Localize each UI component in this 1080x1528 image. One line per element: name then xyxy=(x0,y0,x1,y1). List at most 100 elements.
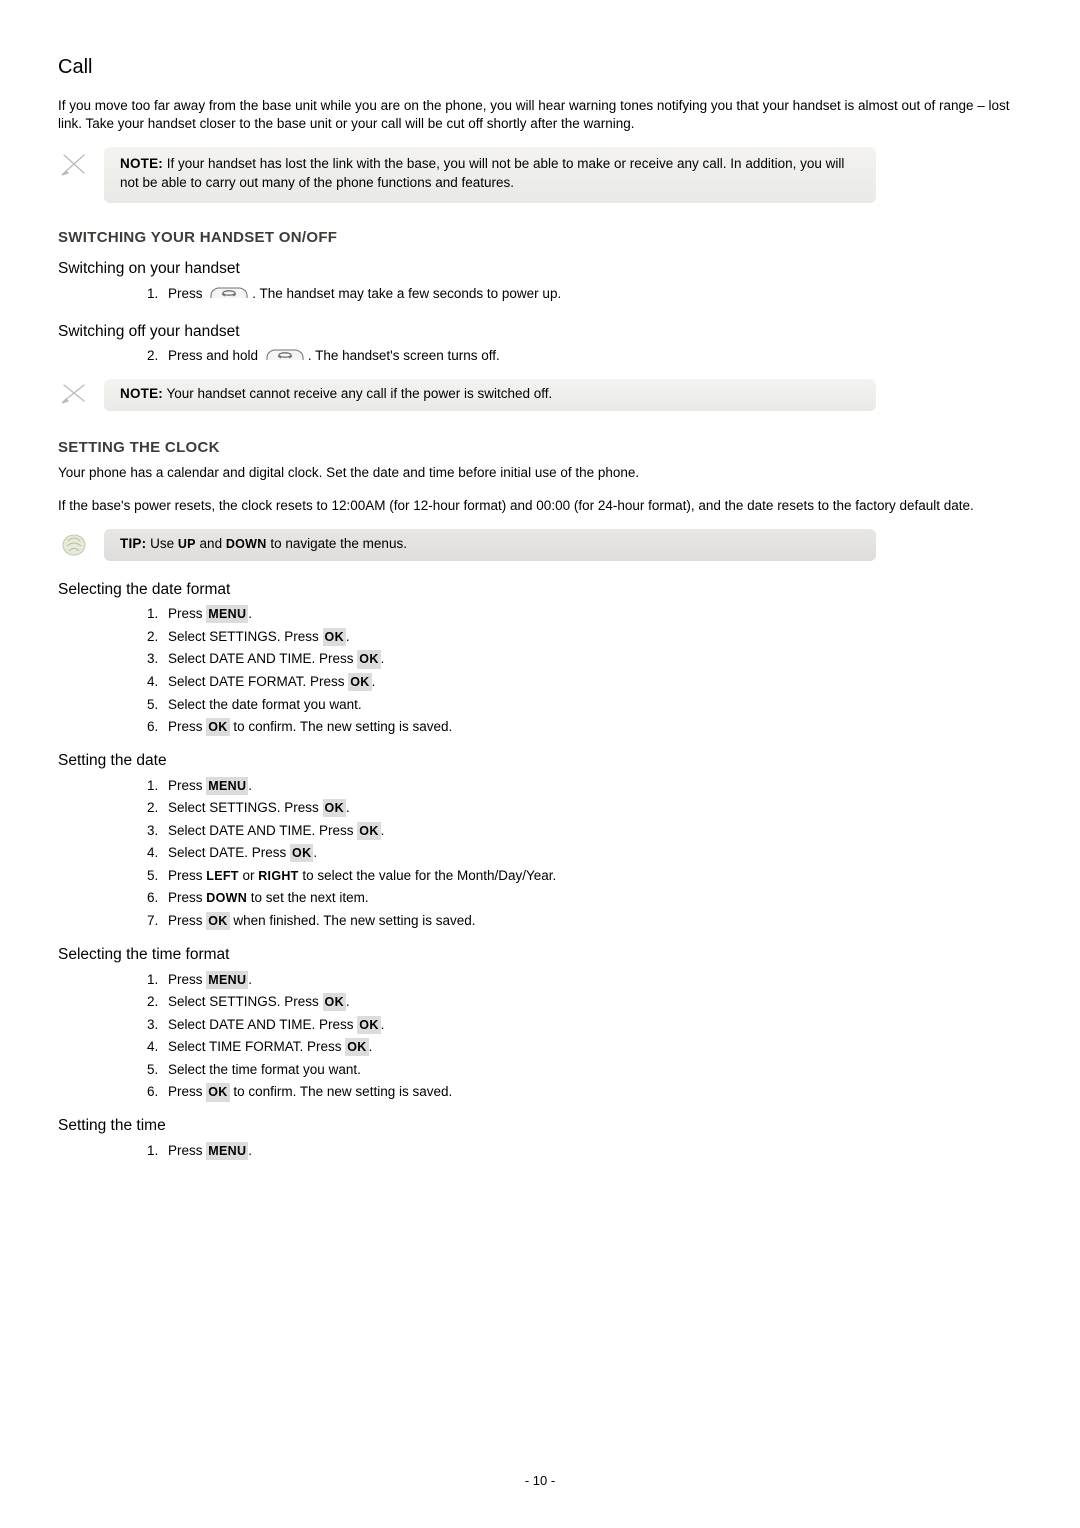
step-text: . The handset's screen turns off. xyxy=(308,348,500,363)
tip-box: TIP: Use UP and DOWN to navigate the men… xyxy=(104,529,876,561)
step-text: . xyxy=(381,1017,385,1032)
set-time-steps: Press MENU. xyxy=(58,1139,1022,1162)
end-key-icon xyxy=(208,284,250,308)
step-text: to confirm. The new setting is saved. xyxy=(230,719,453,734)
step-text: Select the time format you want. xyxy=(168,1062,361,1077)
step-text: Select DATE AND TIME. Press xyxy=(168,1017,357,1032)
ok-key: OK xyxy=(323,799,346,817)
step-text: . xyxy=(248,606,252,621)
set-date-steps: Press MENU. Select SETTINGS. Press OK. S… xyxy=(58,774,1022,932)
sub-date-format: Selecting the date format xyxy=(58,581,1022,599)
step-text: when finished. The new setting is saved. xyxy=(230,913,476,928)
list-item: Press LEFT or RIGHT to select the value … xyxy=(162,864,1022,887)
list-item: Select SETTINGS. Press OK. xyxy=(162,991,1022,1014)
list-item: Press MENU. xyxy=(162,774,1022,797)
sub-set-date: Setting the date xyxy=(58,752,1022,770)
step-text: Press xyxy=(168,868,206,883)
menu-key: MENU xyxy=(206,971,248,989)
step-text: Select SETTINGS. Press xyxy=(168,800,323,815)
step-text: Press and hold xyxy=(168,348,262,363)
end-key-icon xyxy=(264,346,306,370)
clock-p1: Your phone has a calendar and digital cl… xyxy=(58,464,1022,482)
pencil-icon xyxy=(58,149,94,181)
ok-key: OK xyxy=(290,844,313,862)
step-text: to set the next item. xyxy=(247,890,369,905)
step-text: Press xyxy=(168,972,206,987)
tip-icon xyxy=(58,531,94,563)
step-text: Select DATE AND TIME. Press xyxy=(168,823,357,838)
down-key-label: DOWN xyxy=(226,537,267,551)
step-text: Select DATE FORMAT. Press xyxy=(168,674,348,689)
step-text: . xyxy=(381,651,385,666)
note-label: NOTE: xyxy=(120,156,163,171)
list-item: Select DATE. Press OK. xyxy=(162,842,1022,865)
menu-key: MENU xyxy=(206,605,248,623)
step-text: or xyxy=(239,868,259,883)
menu-key: MENU xyxy=(206,1142,248,1160)
ok-key: OK xyxy=(323,628,346,646)
note-box-2: NOTE: Your handset cannot receive any ca… xyxy=(104,379,876,411)
list-item: Press MENU. xyxy=(162,1139,1022,1162)
ok-key: OK xyxy=(206,912,229,930)
step-text: . xyxy=(313,845,317,860)
step-text: Press xyxy=(168,1084,206,1099)
step-text: . xyxy=(372,674,376,689)
step-text: Press xyxy=(168,913,206,928)
tip-label: TIP: xyxy=(120,536,146,551)
list-item: Select DATE AND TIME. Press OK. xyxy=(162,1013,1022,1036)
list-item: Select SETTINGS. Press OK. xyxy=(162,797,1022,820)
list-item: Select DATE AND TIME. Press OK. xyxy=(162,648,1022,671)
switch-off-steps: Press and hold . The handset's screen tu… xyxy=(58,345,1022,372)
step-text: Select DATE. Press xyxy=(168,845,290,860)
step-text: to select the value for the Month/Day/Ye… xyxy=(299,868,557,883)
list-item: Select SETTINGS. Press OK. xyxy=(162,625,1022,648)
right-key-label: RIGHT xyxy=(258,869,298,883)
step-text: . The handset may take a few seconds to … xyxy=(252,286,561,301)
step-text: Select SETTINGS. Press xyxy=(168,629,323,644)
ok-key: OK xyxy=(348,673,371,691)
tip-text: to navigate the menus. xyxy=(267,536,407,551)
section-clock: SETTING THE CLOCK xyxy=(58,439,1022,456)
step-text: . xyxy=(248,972,252,987)
time-format-steps: Press MENU. Select SETTINGS. Press OK. S… xyxy=(58,968,1022,1103)
menu-key: MENU xyxy=(206,777,248,795)
list-item: Press OK when finished. The new setting … xyxy=(162,910,1022,933)
page-footer: - 10 - xyxy=(0,1473,1080,1488)
page-title: Call xyxy=(58,56,1022,79)
note-label: NOTE: xyxy=(120,386,163,401)
pencil-icon xyxy=(58,381,94,413)
step-text: . xyxy=(248,1143,252,1158)
sub-switch-off: Switching off your handset xyxy=(58,323,1022,341)
ok-key: OK xyxy=(206,718,229,736)
list-item: Press OK to confirm. The new setting is … xyxy=(162,1081,1022,1104)
list-item: Select the date format you want. xyxy=(162,693,1022,716)
step-text: Press xyxy=(168,606,206,621)
note-text: Your handset cannot receive any call if … xyxy=(163,386,552,401)
clock-p2: If the base's power resets, the clock re… xyxy=(58,497,1022,515)
ok-key: OK xyxy=(323,993,346,1011)
step-text: . xyxy=(381,823,385,838)
step-text: . xyxy=(369,1039,373,1054)
step-text: Select SETTINGS. Press xyxy=(168,994,323,1009)
step-text: Press xyxy=(168,890,206,905)
list-item: Press MENU. xyxy=(162,968,1022,991)
ok-key: OK xyxy=(357,822,380,840)
left-key-label: LEFT xyxy=(206,869,238,883)
tip-text: and xyxy=(196,536,226,551)
step-text: Press xyxy=(168,719,206,734)
list-item: Press MENU. xyxy=(162,603,1022,626)
ok-key: OK xyxy=(345,1038,368,1056)
switch-on-steps: Press . The handset may take a few secon… xyxy=(58,282,1022,309)
step-text: . xyxy=(346,629,350,644)
step-text: to confirm. The new setting is saved. xyxy=(230,1084,453,1099)
step-text: . xyxy=(346,994,350,1009)
note-text: If your handset has lost the link with t… xyxy=(120,156,844,190)
step-text: Press xyxy=(168,286,206,301)
ok-key: OK xyxy=(357,1016,380,1034)
list-item: Press OK to confirm. The new setting is … xyxy=(162,716,1022,739)
list-item: Press and hold . The handset's screen tu… xyxy=(162,345,1022,372)
section-switching: SWITCHING YOUR HANDSET ON/OFF xyxy=(58,229,1022,246)
note-callout-2: NOTE: Your handset cannot receive any ca… xyxy=(58,379,1022,413)
tip-text: Use xyxy=(146,536,178,551)
list-item: Press . The handset may take a few secon… xyxy=(162,282,1022,309)
